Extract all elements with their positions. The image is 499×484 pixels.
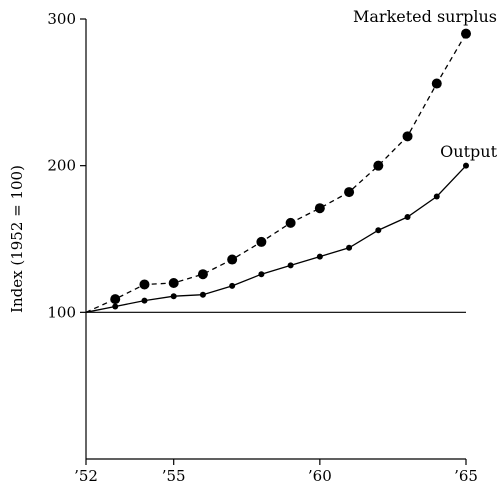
data-point-marketed-surplus [344,187,355,198]
series-line-marketed-surplus [85,33,467,313]
data-point-marketed-surplus [168,278,179,288]
data-point-output [375,227,382,234]
data-point-marketed-surplus [373,160,384,171]
data-point-output [199,291,206,298]
data-point-marketed-surplus [256,236,267,247]
x-tick-label: ’55 [162,467,186,484]
axes [85,19,466,460]
series-label-output: Output [440,142,497,161]
y-tick-label: 200 [47,157,76,175]
data-point-output [229,282,236,289]
data-point-output [170,293,177,300]
data-point-marketed-surplus [197,269,208,280]
series-output [85,162,469,313]
data-point-marketed-surplus [110,294,121,305]
data-point-marketed-surplus [314,203,325,214]
data-point-output [316,253,323,260]
y-axis-label: Index (1952 = 100) [8,165,26,313]
y-tick-label: 100 [47,303,76,321]
data-point-output [141,297,148,304]
series-layer [85,28,471,313]
x-tick-label: ’65 [454,467,478,484]
data-point-output [404,214,411,220]
data-point-marketed-surplus [461,28,471,39]
data-point-output [112,303,119,310]
series-label-marketed-surplus: Marketed surplus [353,7,497,26]
y-tick-label: 300 [47,10,76,28]
data-point-output [287,262,294,269]
tick-marks [80,18,467,465]
x-tick-label: ’60 [308,467,332,484]
tick-labels: 100 200 300 ’52 ’55 ’60 ’65 [47,10,478,484]
series-marketed-surplus [85,28,471,313]
x-tick-label: ’52 [74,467,98,484]
data-point-marketed-surplus [402,131,413,142]
data-point-output [433,193,440,200]
series-line-output [85,165,467,313]
data-point-output [463,162,469,169]
data-point-marketed-surplus [285,217,296,228]
data-point-output [346,244,353,251]
data-point-output [258,271,265,278]
data-point-marketed-surplus [431,78,442,89]
data-point-marketed-surplus [227,254,238,265]
data-point-marketed-surplus [139,279,150,290]
